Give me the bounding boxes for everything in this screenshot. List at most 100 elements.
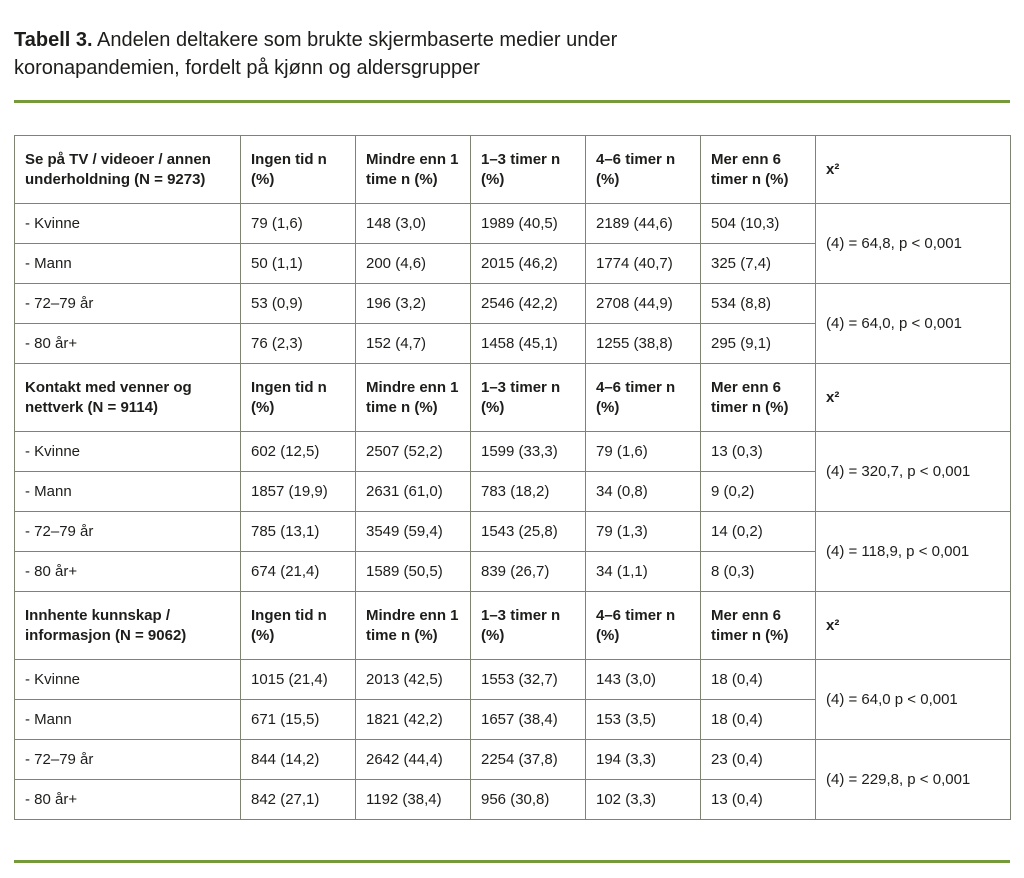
data-cell: 2015 (46,2) — [470, 243, 586, 284]
data-cell: 2708 (44,9) — [585, 283, 701, 324]
data-cell: 2013 (42,5) — [355, 659, 471, 700]
table-row: - 72–79 år 53 (0,9) 196 (3,2) 2546 (42,2… — [14, 283, 1011, 364]
data-cell: 783 (18,2) — [470, 471, 586, 512]
data-cell: 18 (0,4) — [700, 659, 816, 700]
col-header-mer-enn-6-timer: Mer enn 6 timer n (%) — [700, 135, 816, 204]
table-row: - 80 år+ 674 (21,4) 1589 (50,5) 839 (26,… — [14, 551, 1011, 592]
data-cell: 148 (3,0) — [355, 203, 471, 244]
data-cell: 1255 (38,8) — [585, 323, 701, 364]
data-cell: 13 (0,3) — [700, 431, 816, 472]
row-label: - Kvinne — [14, 431, 241, 472]
section-header-row: Innhente kunnskap / informasjon (N = 906… — [14, 591, 1011, 660]
data-cell: 53 (0,9) — [240, 283, 356, 324]
data-cell: 143 (3,0) — [585, 659, 701, 700]
data-cell: 9 (0,2) — [700, 471, 816, 512]
chi-value-age: (4) = 229,8, p < 0,001 — [815, 739, 1011, 820]
col-header-1-3-timer: 1–3 timer n (%) — [470, 591, 586, 660]
row-label: - 80 år+ — [14, 551, 241, 592]
data-cell: 8 (0,3) — [700, 551, 816, 592]
data-cell: 844 (14,2) — [240, 739, 356, 780]
bottom-divider — [14, 860, 1010, 863]
row-label: - 72–79 år — [14, 511, 241, 552]
data-cell: 194 (3,3) — [585, 739, 701, 780]
col-header-1-3-timer: 1–3 timer n (%) — [470, 363, 586, 432]
col-header-4-6-timer: 4–6 timer n (%) — [585, 135, 701, 204]
data-cell: 34 (1,1) — [585, 551, 701, 592]
data-cell: 79 (1,6) — [240, 203, 356, 244]
section-header-row: Se på TV / videoer / annen underholdning… — [14, 135, 1011, 204]
row-label: - Mann — [14, 471, 241, 512]
col-header-mindre-enn-1-time: Mindre enn 1 time n (%) — [355, 591, 471, 660]
row-label: - 72–79 år — [14, 739, 241, 780]
row-label: - 80 år+ — [14, 779, 241, 820]
top-divider — [14, 100, 1010, 103]
chi-value-age: (4) = 64,0, p < 0,001 — [815, 283, 1011, 364]
col-header-mindre-enn-1-time: Mindre enn 1 time n (%) — [355, 135, 471, 204]
table-title-text: Andelen deltakere som brukte skjermbaser… — [14, 29, 618, 79]
data-cell: 1458 (45,1) — [470, 323, 586, 364]
col-header-mindre-enn-1-time: Mindre enn 1 time n (%) — [355, 363, 471, 432]
data-cell: 534 (8,8) — [700, 283, 816, 324]
data-cell: 79 (1,6) — [585, 431, 701, 472]
row-label: - Kvinne — [14, 203, 241, 244]
row-label: - Mann — [14, 243, 241, 284]
section-header-row: Kontakt med venner og nettverk (N = 9114… — [14, 363, 1011, 432]
col-header-1-3-timer: 1–3 timer n (%) — [470, 135, 586, 204]
table-row: - Mann 50 (1,1) 200 (4,6) 2015 (46,2) 17… — [14, 243, 1011, 284]
data-cell: 1821 (42,2) — [355, 699, 471, 740]
data-cell: 200 (4,6) — [355, 243, 471, 284]
row-label: - 80 år+ — [14, 323, 241, 364]
data-cell: 79 (1,3) — [585, 511, 701, 552]
row-label: - Mann — [14, 699, 241, 740]
row-label: - Kvinne — [14, 659, 241, 700]
section-label: Se på TV / videoer / annen underholdning… — [14, 135, 241, 204]
table-row: - Kvinne 602 (12,5) 2507 (52,2) 1599 (33… — [14, 431, 1011, 512]
table-title-label: Tabell 3. — [14, 29, 93, 51]
data-cell: 1857 (19,9) — [240, 471, 356, 512]
data-cell: 2642 (44,4) — [355, 739, 471, 780]
data-cell: 674 (21,4) — [240, 551, 356, 592]
data-cell: 1589 (50,5) — [355, 551, 471, 592]
data-cell: 671 (15,5) — [240, 699, 356, 740]
row-label: - 72–79 år — [14, 283, 241, 324]
table-row: - Kvinne 79 (1,6) 148 (3,0) 1989 (40,5) … — [14, 203, 1011, 284]
data-cell: 504 (10,3) — [700, 203, 816, 244]
data-cell: 1553 (32,7) — [470, 659, 586, 700]
table-row: - 72–79 år 844 (14,2) 2642 (44,4) 2254 (… — [14, 739, 1011, 820]
col-header-4-6-timer: 4–6 timer n (%) — [585, 591, 701, 660]
data-cell: 1989 (40,5) — [470, 203, 586, 244]
table-title: Tabell 3. Andelen deltakere som brukte s… — [14, 26, 764, 82]
data-cell: 325 (7,4) — [700, 243, 816, 284]
data-cell: 196 (3,2) — [355, 283, 471, 324]
data-cell: 842 (27,1) — [240, 779, 356, 820]
section-label: Innhente kunnskap / informasjon (N = 906… — [14, 591, 241, 660]
data-cell: 1543 (25,8) — [470, 511, 586, 552]
col-header-chi-squared: x² — [815, 591, 1011, 660]
data-cell: 295 (9,1) — [700, 323, 816, 364]
data-cell: 1774 (40,7) — [585, 243, 701, 284]
data-cell: 1192 (38,4) — [355, 779, 471, 820]
data-cell: 153 (3,5) — [585, 699, 701, 740]
data-cell: 18 (0,4) — [700, 699, 816, 740]
data-cell: 76 (2,3) — [240, 323, 356, 364]
chi-value-gender: (4) = 64,0 p < 0,001 — [815, 659, 1011, 740]
col-header-ingen-tid: Ingen tid n (%) — [240, 591, 356, 660]
data-cell: 2254 (37,8) — [470, 739, 586, 780]
chi-value-gender: (4) = 64,8, p < 0,001 — [815, 203, 1011, 284]
data-cell: 602 (12,5) — [240, 431, 356, 472]
data-cell: 2507 (52,2) — [355, 431, 471, 472]
col-header-ingen-tid: Ingen tid n (%) — [240, 363, 356, 432]
data-cell: 50 (1,1) — [240, 243, 356, 284]
table-row: - 72–79 år 785 (13,1) 3549 (59,4) 1543 (… — [14, 511, 1011, 592]
table-row: - Kvinne 1015 (21,4) 2013 (42,5) 1553 (3… — [14, 659, 1011, 740]
table-row: - Mann 671 (15,5) 1821 (42,2) 1657 (38,4… — [14, 699, 1011, 740]
data-cell: 34 (0,8) — [585, 471, 701, 512]
data-cell: 3549 (59,4) — [355, 511, 471, 552]
data-cell: 2546 (42,2) — [470, 283, 586, 324]
data-cell: 13 (0,4) — [700, 779, 816, 820]
data-cell: 1657 (38,4) — [470, 699, 586, 740]
data-cell: 2631 (61,0) — [355, 471, 471, 512]
chi-value-gender: (4) = 320,7, p < 0,001 — [815, 431, 1011, 512]
table-row: - Mann 1857 (19,9) 2631 (61,0) 783 (18,2… — [14, 471, 1011, 512]
